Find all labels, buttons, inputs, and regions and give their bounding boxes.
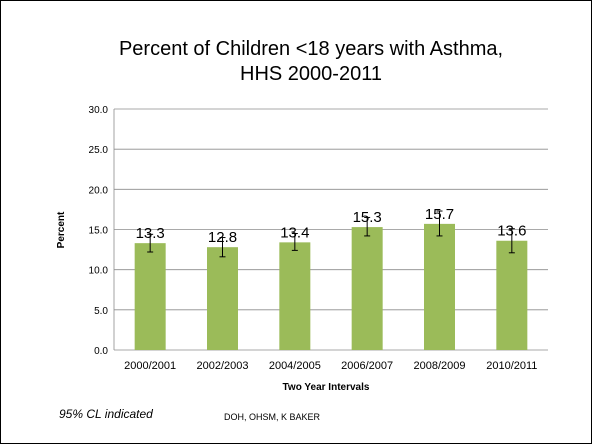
- x-tick-label: 2008/2009: [414, 360, 466, 372]
- chart-title: Percent of Children <18 years with Asthm…: [41, 37, 581, 87]
- bar: [424, 223, 455, 350]
- error-bars: [147, 210, 515, 258]
- chart-title-line-1: Percent of Children <18 years with Asthm…: [118, 38, 504, 60]
- error-bar: [291, 233, 298, 251]
- error-bar: [219, 237, 226, 258]
- x-tick-label: 2004/2005: [269, 360, 321, 372]
- bar: [279, 242, 311, 350]
- y-tick-label: 20.0: [89, 185, 109, 196]
- value-label: 13.3: [136, 225, 165, 242]
- error-bar: [147, 233, 154, 253]
- bar: [207, 247, 238, 350]
- value-label: 13.4: [280, 224, 309, 241]
- y-tick-label: 0.0: [94, 346, 108, 357]
- value-label: 12.8: [208, 229, 237, 246]
- bar: [496, 240, 528, 350]
- y-tick-label: 10.0: [89, 266, 109, 277]
- y-tick-label: 5.0: [94, 306, 108, 317]
- x-tick-label: 2010/2011: [486, 360, 537, 372]
- chart-title-line-2: HHS 2000-2011: [240, 63, 382, 85]
- y-axis-label: Percent: [56, 211, 67, 248]
- gridlines: [113, 108, 548, 351]
- x-tick-label: 2002/2003: [197, 360, 249, 372]
- y-tick-labels: 0.0 5.0 10.0 15.0 20.0 25.0 30.0: [89, 105, 109, 357]
- y-tick-label: 25.0: [89, 145, 109, 156]
- error-bar: [364, 216, 371, 237]
- x-tick-labels: 2000/2001 2002/2003 2004/2005 2006/2007 2008…: [124, 360, 537, 372]
- footnote: 95% CL indicated: [59, 407, 153, 421]
- credit: DOH, OHSM, K BAKER: [224, 412, 321, 422]
- x-tick-label: 2006/2007: [341, 360, 393, 372]
- y-tick-label: 30.0: [89, 105, 109, 116]
- x-axis-label: Two Year Intervals: [283, 382, 370, 393]
- error-bar: [436, 210, 443, 237]
- value-label: 13.6: [497, 223, 526, 240]
- error-bar: [508, 228, 515, 254]
- y-tick-label: 15.0: [89, 226, 109, 237]
- bar: [351, 227, 383, 350]
- bar: [134, 243, 166, 350]
- x-tick-label: 2000/2001: [124, 360, 176, 372]
- bars: [134, 223, 528, 350]
- value-labels: 13.3 12.8 13.4 15.3 15.7 13.6: [136, 206, 527, 246]
- value-label: 15.7: [425, 206, 454, 223]
- value-label: 15.3: [353, 209, 382, 226]
